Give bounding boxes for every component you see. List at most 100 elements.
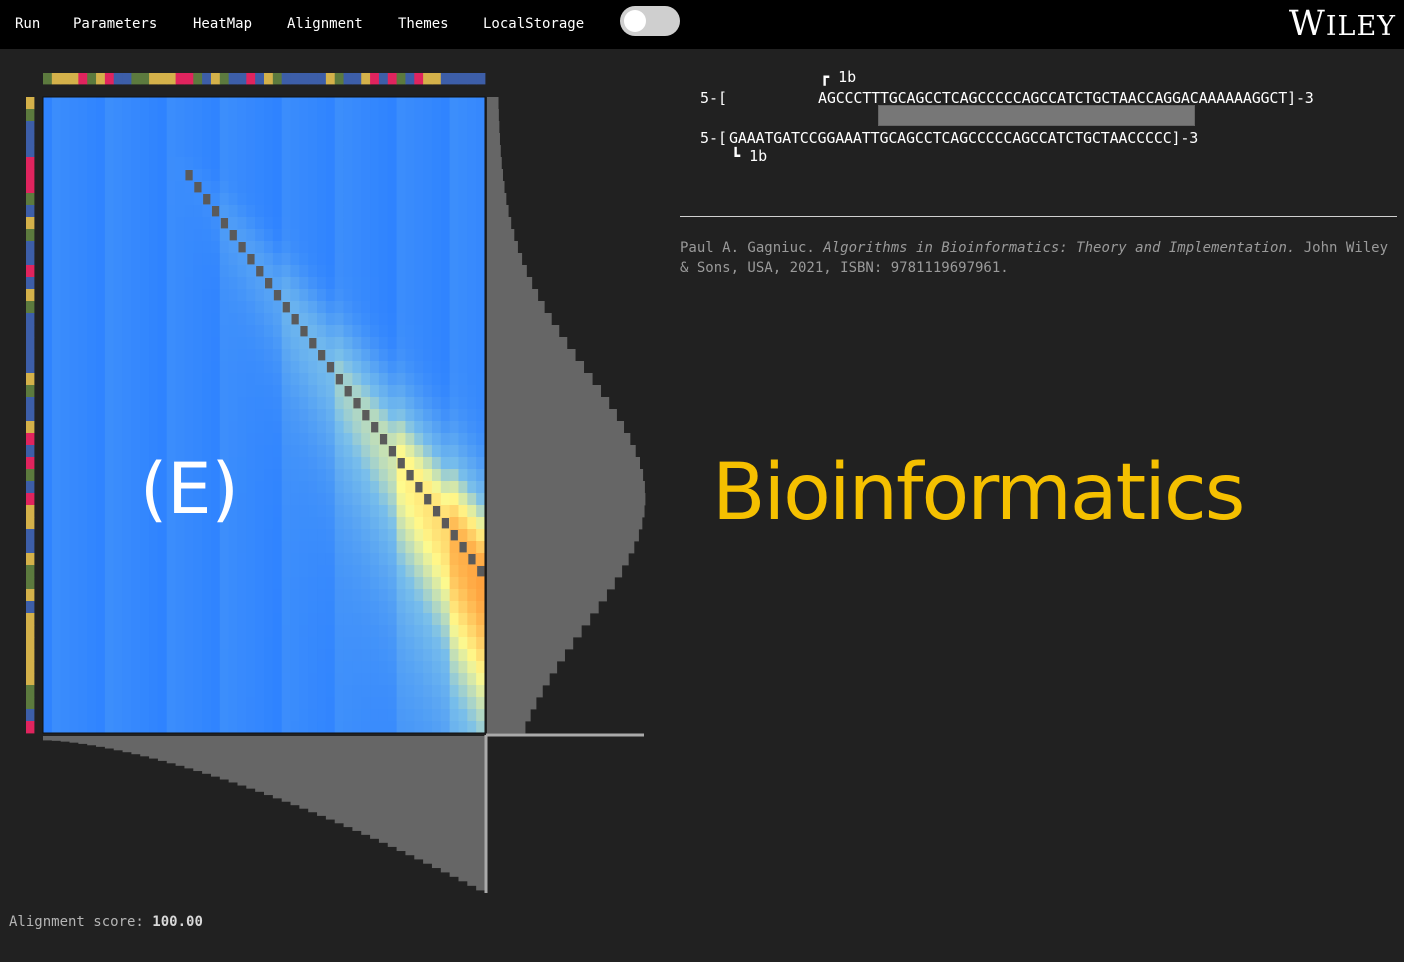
row-profile-bar [487, 133, 500, 146]
row-profile-bar [487, 205, 509, 218]
row-profile-bar [487, 145, 501, 158]
nucleotide-cell [272, 73, 283, 85]
column-profile-bar [87, 736, 97, 746]
nucleotide-cell [334, 73, 344, 85]
column-profile-bar [378, 736, 389, 843]
nucleotide-cell [458, 73, 468, 85]
menu-localstorage[interactable]: LocalStorage [483, 16, 585, 32]
nucleotide-cell [26, 529, 35, 542]
row-profile-bar [487, 409, 617, 422]
heatmap-border [42, 96, 486, 734]
column-profile-bar [467, 736, 477, 886]
column-profile-bar [131, 736, 141, 755]
menu-run[interactable]: Run [15, 16, 41, 32]
nucleotide-cell [149, 73, 159, 85]
menu-heatmap[interactable]: HeatMap [193, 16, 253, 32]
nucleotide-cell [60, 73, 70, 85]
column-profile-bar [228, 736, 238, 783]
row-profile-bar [487, 97, 499, 110]
column-profile-bar [396, 736, 406, 852]
column-profile-bar [317, 736, 327, 816]
menu-themes[interactable]: Themes [398, 16, 449, 32]
menu-parameters[interactable]: Parameters [73, 16, 158, 32]
column-profile-bar [272, 736, 283, 799]
row-profile-bar [487, 685, 543, 698]
column-profile-bar [51, 736, 62, 741]
column-profile-bar [414, 736, 424, 860]
nucleotide-cell [378, 73, 389, 85]
path-cell [379, 434, 388, 445]
path-cell [468, 554, 476, 565]
theme-toggle-switch[interactable] [620, 6, 680, 36]
row-profile-bar [487, 361, 585, 374]
column-profile-bar [104, 736, 115, 749]
row-profile-bar [487, 121, 500, 134]
path-cell [353, 398, 361, 409]
nucleotide-cell [26, 685, 35, 698]
row-profile-bar [487, 253, 523, 266]
row-profile-bar [487, 541, 635, 554]
nucleotide-cell [26, 181, 35, 194]
nucleotide-cell [387, 73, 397, 85]
nucleotide-cell [26, 289, 35, 302]
nucleotide-cell [26, 265, 35, 278]
nucleotide-cell [26, 277, 35, 290]
row-profile-bar [487, 505, 645, 518]
citation: Paul A. Gagniuc. Algorithms in Bioinform… [680, 240, 1389, 276]
nucleotide-cell [26, 373, 35, 386]
nucleotide-cell [255, 73, 265, 85]
row-profile-bar [487, 565, 623, 578]
nucleotide-cell [26, 541, 35, 554]
nucleotide-cell [26, 445, 35, 458]
nucleotide-cell [26, 697, 35, 710]
path-cell [300, 326, 308, 337]
column-profile-bar [60, 736, 70, 742]
nucleotide-cell [423, 73, 433, 85]
row-profile-bar [487, 433, 631, 446]
path-cell [415, 482, 423, 493]
path-cell [388, 446, 396, 457]
nucleotide-cell [219, 73, 230, 85]
heatmap-matrix [43, 97, 486, 734]
column-profile-bar [264, 736, 274, 796]
nucleotide-cell [26, 97, 35, 110]
nucleotide-cell [175, 73, 185, 85]
column-profile-bar [246, 736, 256, 789]
nucleotide-cell [26, 193, 35, 206]
nucleotide-cell [449, 73, 459, 85]
nucleotide-cell [308, 73, 318, 85]
nucleotide-cell [26, 349, 35, 362]
sequence-color-strip-left [26, 97, 35, 734]
column-profile-bar [78, 736, 88, 744]
row-profile-bar [487, 481, 645, 494]
row-profile-bar [487, 181, 505, 194]
path-cell [362, 410, 370, 421]
row-profile-bar [487, 277, 533, 290]
sequence-1: AGCCCTTTGCAGCCTCAGCCCCCAGCCATCTGCTAACCAG… [818, 89, 1314, 107]
row-profile-bar [487, 445, 636, 458]
nucleotide-cell [26, 385, 35, 398]
nucleotide-cell [26, 517, 35, 530]
menu-alignment[interactable]: Alignment [287, 16, 363, 32]
column-profile-bar [184, 736, 194, 769]
column-profile-bar [193, 736, 203, 772]
nucleotide-cell [26, 601, 35, 614]
row-profile-bar [487, 697, 537, 710]
column-profile-bar [308, 736, 318, 813]
row-profile-bar [487, 421, 625, 434]
nucleotide-cell [26, 205, 35, 218]
column-profile-bar [237, 736, 247, 786]
path-cell [424, 494, 432, 505]
path-cell [265, 278, 273, 289]
nucleotide-cell [26, 493, 35, 506]
nucleotide-cell [131, 73, 141, 85]
row-profile-bar [487, 229, 515, 242]
row-profile-histogram [487, 97, 646, 734]
path-cell [344, 386, 352, 397]
nucleotide-cell [264, 73, 274, 85]
path-cell [406, 470, 414, 481]
nucleotide-cell [26, 577, 35, 590]
path-cell [194, 182, 202, 193]
row-profile-bar [487, 241, 518, 254]
column-profile-bar [69, 736, 79, 743]
